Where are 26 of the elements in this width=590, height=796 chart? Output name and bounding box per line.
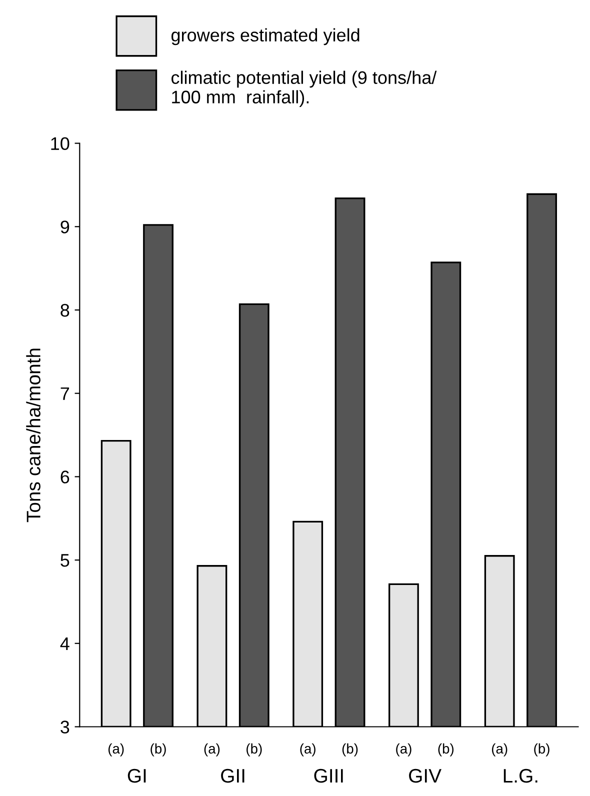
y-tick-label: 9 <box>60 220 70 234</box>
y-tick-label: 10 <box>51 137 70 150</box>
text: (b) <box>342 743 358 756</box>
text: (a) <box>396 743 412 756</box>
legend-label: growers estimated yield <box>171 28 360 46</box>
y-tick-label: 4 <box>60 638 70 650</box>
y-tick-label: 5 <box>60 554 70 567</box>
text: (b) <box>150 743 166 756</box>
text: (a) <box>108 743 124 756</box>
text: (b) <box>534 743 550 756</box>
x-tick-label: GI <box>128 768 146 783</box>
text: (a) <box>300 743 316 756</box>
legend-label: climatic potential yield (9 tons/ha/ 100 mm rainfall). <box>171 70 437 108</box>
y-tick-label: 7 <box>60 387 70 400</box>
text: (a) <box>492 743 508 756</box>
text: (b) <box>438 743 454 756</box>
y-tick-label: 8 <box>60 304 70 317</box>
x-tick-label: L.G. <box>504 768 538 783</box>
y-tick-label: 6 <box>60 470 70 484</box>
text: (b) <box>246 743 262 756</box>
x-tick-label: GII <box>221 768 244 783</box>
y-tick-label: 3 <box>60 720 70 734</box>
x-tick-label: GIII <box>314 768 343 783</box>
y-axis-title: Tons cane/ha/month <box>26 348 40 522</box>
x-tick-label: GIV <box>409 768 442 783</box>
text: (a) <box>204 743 220 756</box>
